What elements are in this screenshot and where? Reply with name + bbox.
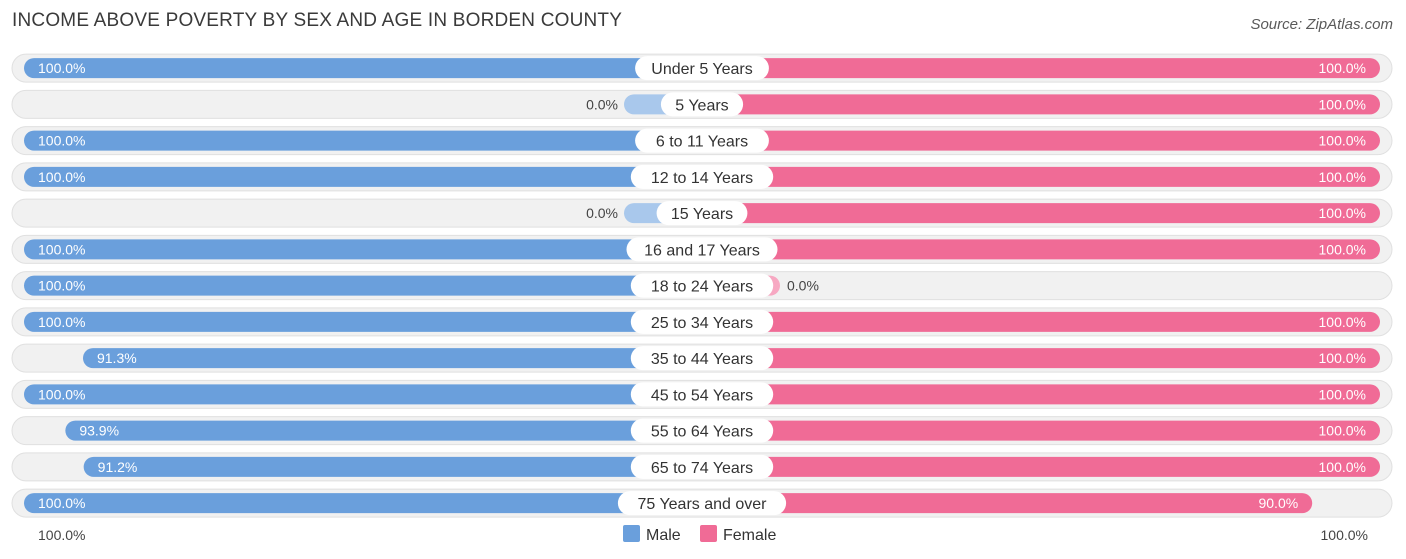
female-bar [702, 94, 1380, 115]
male-bar [24, 384, 702, 405]
male-value-label: 100.0% [38, 169, 85, 185]
male-value-label: 91.2% [98, 459, 138, 475]
category-pill [635, 56, 769, 81]
female-value-label: 100.0% [1319, 350, 1366, 366]
male-bar [24, 275, 702, 296]
chart-source: Source: ZipAtlas.com [1250, 16, 1393, 33]
male-value-label: 100.0% [38, 241, 85, 257]
male-value-label: 91.3% [97, 350, 137, 366]
female-bar [702, 493, 1313, 514]
category-label: 5 Years [675, 97, 728, 114]
female-bar [702, 384, 1380, 405]
male-bar [82, 348, 702, 369]
category-pill [626, 237, 778, 262]
male-bar [65, 420, 702, 441]
female-bar [702, 239, 1380, 260]
female-value-label: 100.0% [1319, 169, 1366, 185]
category-pill [630, 346, 774, 371]
category-label: 45 to 54 Years [651, 387, 753, 404]
category-pill [635, 128, 769, 153]
chart-title: INCOME ABOVE POVERTY BY SEX AND AGE IN B… [12, 10, 623, 31]
category-label: 15 Years [671, 206, 733, 223]
female-value-label: 100.0% [1319, 241, 1366, 257]
female-value-label: 100.0% [1319, 60, 1366, 76]
female-bar [702, 456, 1380, 477]
female-value-label: 90.0% [1258, 495, 1298, 511]
female-value-label: 100.0% [1319, 386, 1366, 402]
female-value-label: 100.0% [1319, 133, 1366, 149]
category-pill [630, 382, 774, 407]
female-bar [702, 311, 1380, 332]
female-value-label: 100.0% [1319, 423, 1366, 439]
category-label: 55 to 64 Years [651, 424, 753, 441]
legend-female-swatch [700, 525, 717, 542]
category-label: 65 to 74 Years [651, 460, 753, 477]
category-pill [630, 418, 774, 443]
male-value-label: 100.0% [38, 495, 85, 511]
category-pill [630, 273, 774, 298]
category-label: 25 to 34 Years [651, 315, 753, 332]
axis-left-label: 100.0% [38, 527, 85, 543]
category-label: 12 to 14 Years [651, 170, 753, 187]
female-bar [702, 420, 1380, 441]
male-value-label: 0.0% [586, 96, 618, 112]
male-bar [83, 456, 702, 477]
female-value-label: 100.0% [1319, 96, 1366, 112]
category-pill [617, 491, 787, 516]
category-label: 6 to 11 Years [656, 134, 748, 151]
category-pill [660, 92, 744, 117]
female-value-label: 100.0% [1319, 205, 1366, 221]
category-pill [630, 164, 774, 189]
male-value-label: 100.0% [38, 314, 85, 330]
category-label: Under 5 Years [651, 61, 752, 78]
female-bar [702, 130, 1380, 151]
category-pill [630, 309, 774, 334]
female-bar [702, 203, 1380, 224]
male-value-label: 93.9% [79, 423, 119, 439]
female-bar [702, 348, 1380, 369]
male-value-label: 100.0% [38, 278, 85, 294]
female-value-label: 100.0% [1319, 314, 1366, 330]
category-pill [630, 454, 774, 479]
male-bar [24, 311, 702, 332]
category-label: 18 to 24 Years [651, 279, 753, 296]
category-label: 75 Years and over [638, 496, 768, 513]
female-bar [702, 58, 1380, 79]
male-bar [24, 166, 702, 187]
female-bar [702, 166, 1380, 187]
legend-male-swatch [623, 525, 640, 542]
legend-male-label: Male [646, 527, 681, 544]
category-label: 35 to 44 Years [651, 351, 753, 368]
male-bar [24, 130, 702, 151]
male-bar [24, 493, 702, 514]
male-bar [24, 58, 702, 79]
male-bar [24, 239, 702, 260]
female-value-label: 100.0% [1319, 459, 1366, 475]
male-value-label: 0.0% [586, 205, 618, 221]
male-value-label: 100.0% [38, 133, 85, 149]
category-label: 16 and 17 Years [644, 242, 760, 259]
category-pill [656, 201, 748, 226]
legend-female-label: Female [723, 527, 776, 544]
male-value-label: 100.0% [38, 60, 85, 76]
male-value-label: 100.0% [38, 386, 85, 402]
female-value-label: 0.0% [787, 278, 819, 294]
axis-right-label: 100.0% [1321, 527, 1368, 543]
